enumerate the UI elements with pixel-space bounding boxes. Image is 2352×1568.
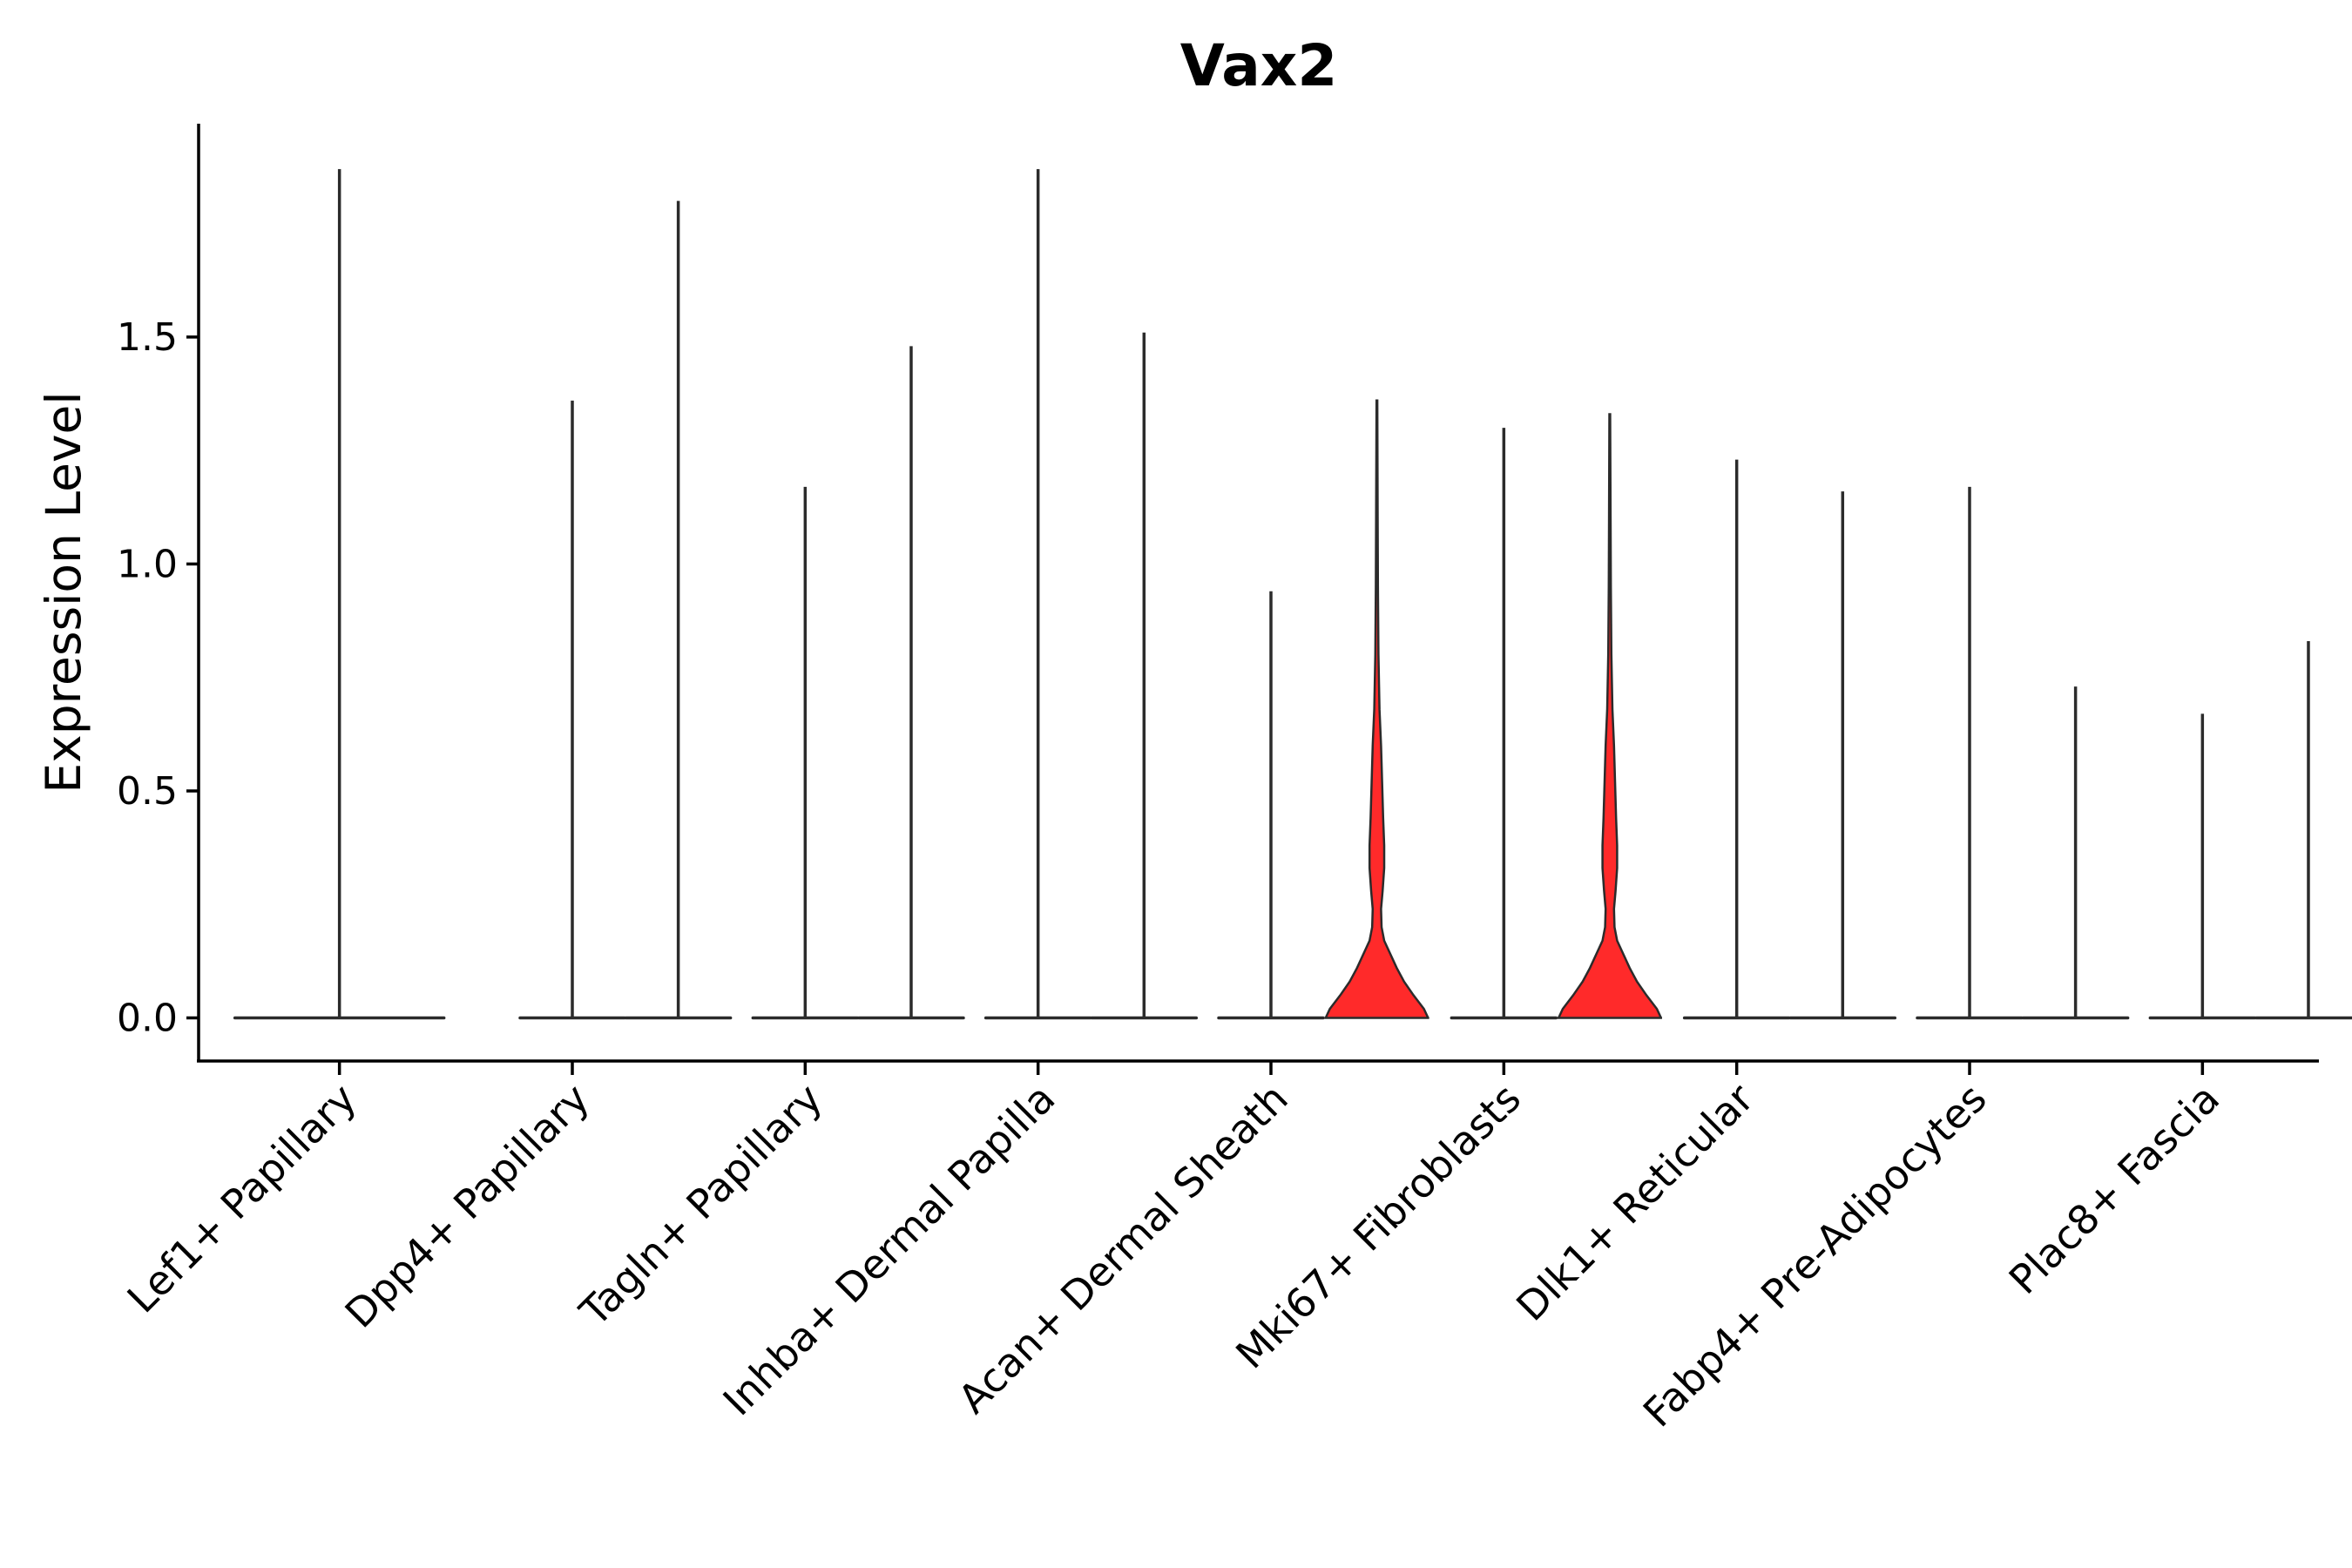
x-category-label: Dpp4+ Papillary <box>336 1075 598 1337</box>
violin-shape <box>1557 413 1662 1019</box>
violin-group <box>751 346 965 1020</box>
x-category-label: Plac8+ Fascia <box>2000 1075 2228 1303</box>
violin-group <box>2148 641 2352 1020</box>
violin-group <box>983 169 1199 1020</box>
y-axis-ticks: 0.0 0.5 1.0 1.5 <box>117 315 199 1040</box>
y-axis-label: Expression Level <box>36 391 91 793</box>
x-category-label: Tagln+ Papillary <box>571 1075 832 1336</box>
y-tick-label: 1.0 <box>117 542 178 586</box>
violin-shape <box>1324 399 1429 1019</box>
violin-group <box>1450 413 1662 1020</box>
x-category-label: Dlk1+ Reticular <box>1507 1075 1762 1330</box>
y-tick-label: 0.5 <box>117 769 178 814</box>
violin-group <box>1682 459 1897 1020</box>
violin-group <box>1916 486 2130 1020</box>
y-tick-label: 1.5 <box>117 315 178 360</box>
violin-group <box>518 200 733 1020</box>
chart-title: Vax2 <box>1180 32 1338 99</box>
x-category-label: Lef1+ Papillary <box>118 1075 366 1322</box>
violin-marks <box>233 169 2352 1020</box>
violin-group <box>1217 399 1429 1020</box>
violin-group <box>233 169 446 1020</box>
y-tick-label: 0.0 <box>117 996 178 1040</box>
